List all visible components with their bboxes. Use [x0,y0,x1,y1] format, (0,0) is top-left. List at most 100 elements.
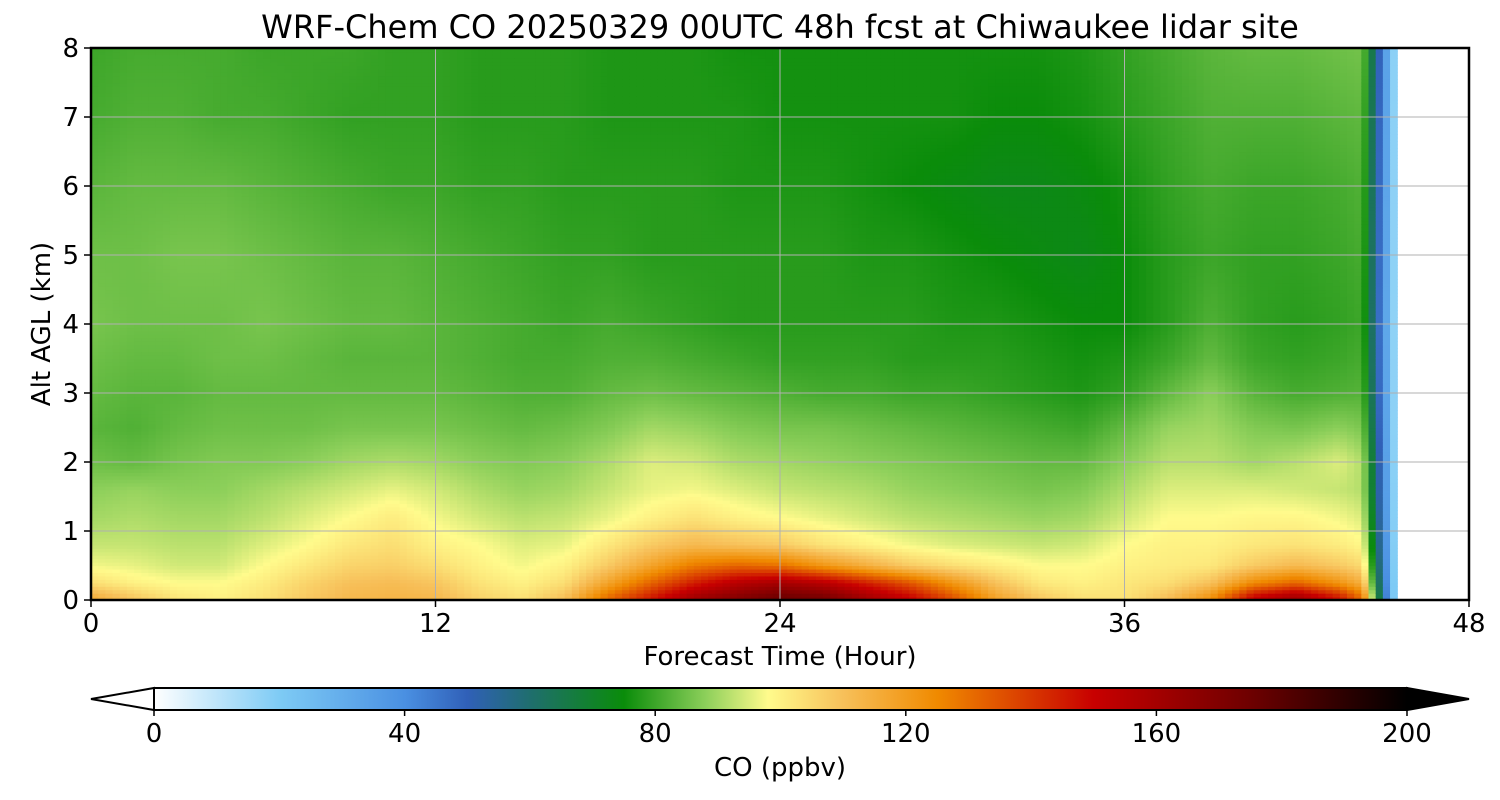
co-cell [127,514,135,518]
co-cell [113,158,121,162]
co-cell [105,465,113,469]
co-cell [141,345,149,349]
co-cell [98,497,106,501]
co-cell [113,58,121,62]
co-cell [127,117,135,121]
co-cell [98,462,106,466]
co-cell [134,265,142,269]
co-cell [98,590,106,594]
co-cell [134,345,142,349]
co-cell [134,403,142,407]
co-cell [113,465,121,469]
co-cell [120,138,128,142]
co-cell [141,566,149,570]
co-cell [98,293,106,297]
co-cell [120,379,128,383]
co-cell [113,176,121,180]
co-cell [113,562,121,566]
co-cell [105,362,113,366]
co-cell [141,510,149,514]
co-cell [120,548,128,552]
co-cell [141,165,149,169]
co-cell [134,410,142,414]
co-cell [134,217,142,221]
co-cell [134,258,142,262]
co-cell [120,369,128,373]
co-cell [98,517,106,521]
co-cell [105,283,113,287]
co-cell [113,51,121,55]
co-cell [148,548,156,552]
co-cell [134,590,142,594]
co-cell [113,424,121,428]
co-cell [120,431,128,435]
co-cell [105,83,113,87]
co-cell [98,338,106,342]
co-cell [141,559,149,563]
co-cell [105,286,113,290]
co-cell [105,262,113,266]
co-cell [120,107,128,111]
co-cell [98,203,106,207]
co-cell [105,434,113,438]
co-cell [105,86,113,90]
co-cell [120,120,128,124]
co-cell [98,372,106,376]
co-cell [134,365,142,369]
co-cell [105,345,113,349]
co-cell [98,62,106,66]
co-cell [120,317,128,321]
co-cell [105,396,113,400]
co-cell [120,255,128,259]
co-cell [113,96,121,100]
co-cell [141,293,149,297]
co-cell [134,79,142,83]
co-cell [127,424,135,428]
co-cell [98,217,106,221]
co-cell [141,410,149,414]
co-cell [141,76,149,80]
co-cell [127,538,135,542]
co-cell [98,69,106,73]
co-cell [134,131,142,135]
co-cell [141,172,149,176]
co-cell [141,417,149,421]
co-cell [105,265,113,269]
co-cell [127,403,135,407]
co-cell [120,286,128,290]
co-cell [105,486,113,490]
co-cell [141,303,149,307]
co-cell [134,452,142,456]
co-cell [120,314,128,318]
co-cell [120,414,128,418]
co-cell [141,334,149,338]
co-cell [105,127,113,131]
co-cell [127,269,135,273]
co-cell [98,196,106,200]
co-cell [98,503,106,507]
co-cell [134,189,142,193]
co-cell [105,141,113,145]
co-cell [98,131,106,135]
co-cell [141,569,149,573]
co-cell [105,307,113,311]
co-cell [98,352,106,356]
co-cell [113,317,121,321]
co-cell [127,314,135,318]
co-cell [127,386,135,390]
co-cell [134,96,142,100]
co-cell [120,145,128,149]
co-cell [134,396,142,400]
co-cell [105,517,113,521]
co-cell [134,469,142,473]
co-cell [127,379,135,383]
co-cell [98,421,106,425]
co-cell [134,517,142,521]
co-cell [127,255,135,259]
co-cell [105,507,113,511]
co-cell [141,500,149,504]
co-cell [134,138,142,142]
co-cell [134,490,142,494]
co-cell [141,379,149,383]
co-cell [134,359,142,363]
